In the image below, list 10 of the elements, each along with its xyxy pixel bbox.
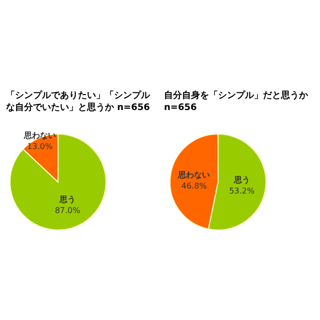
data-label: 13.0% — [27, 142, 53, 152]
chart-title: 自分自身を「シンプル」だと思うか n=656 — [164, 90, 312, 113]
data-label: 53.2% — [229, 186, 255, 196]
pie-slice — [10, 134, 106, 230]
data-label: 46.8% — [181, 182, 208, 191]
data-label: 87.0% — [54, 206, 81, 216]
slice-label: 思う — [232, 175, 250, 184]
slice-label: 思わない — [177, 170, 210, 180]
slice-label: 思う — [58, 195, 76, 204]
chart-title: 「シンプルでありたい」「シンプルな自分でいたい」と思うか n=656 — [6, 90, 151, 113]
